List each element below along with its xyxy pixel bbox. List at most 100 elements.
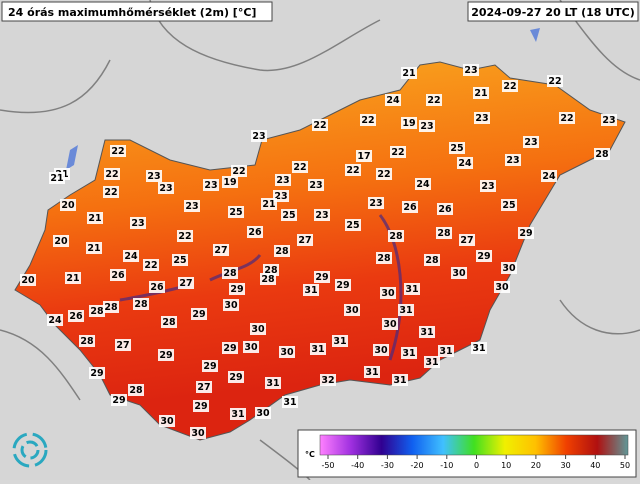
- station-value: 21: [87, 243, 100, 254]
- station-value: 21: [402, 68, 415, 79]
- station-value: 29: [159, 350, 172, 361]
- station-value: 30: [383, 319, 397, 330]
- legend-tick-label: -20: [411, 461, 424, 470]
- station-value: 23: [131, 218, 144, 229]
- station-value: 21: [50, 173, 63, 184]
- legend-unit: °C: [305, 450, 315, 459]
- station-box: [356, 150, 372, 162]
- station-box: [251, 130, 267, 142]
- station-value: 28: [90, 306, 104, 317]
- station-value: 31: [333, 336, 346, 347]
- station-value: 30: [160, 416, 174, 427]
- station-box: [360, 114, 376, 126]
- station-value: 32: [321, 375, 334, 386]
- station-value: 31: [365, 367, 378, 378]
- station-box: [457, 157, 473, 169]
- station-box: [143, 259, 159, 271]
- station-value: 24: [542, 171, 556, 182]
- station-value: 26: [438, 204, 452, 215]
- station-value: 31: [231, 409, 244, 420]
- station-box: [312, 119, 328, 131]
- station-box: [161, 316, 177, 328]
- station-box: [265, 377, 281, 389]
- station-value: 23: [481, 181, 494, 192]
- station-box: [297, 234, 313, 246]
- station-value: 31: [266, 378, 279, 389]
- station-box: [502, 80, 518, 92]
- station-value: 21: [474, 88, 487, 99]
- station-box: [401, 347, 417, 359]
- station-value: 31: [399, 305, 412, 316]
- station-value: 22: [346, 165, 359, 176]
- station-box: [459, 234, 475, 246]
- station-value: 23: [204, 180, 217, 191]
- station-value: 29: [519, 228, 532, 239]
- station-value: 22: [144, 260, 157, 271]
- station-value: 30: [280, 347, 294, 358]
- station-box: [178, 277, 194, 289]
- station-value: 29: [336, 280, 349, 291]
- station-box: [401, 67, 417, 79]
- legend-tick-label: 0: [474, 461, 479, 470]
- station-box: [473, 87, 489, 99]
- station-value: 22: [548, 76, 561, 87]
- station-value: 21: [88, 213, 101, 224]
- station-value: 31: [283, 397, 296, 408]
- station-box: [104, 168, 120, 180]
- station-box: [373, 344, 389, 356]
- station-value: 19: [402, 118, 415, 129]
- station-box: [255, 407, 271, 419]
- station-value: 29: [223, 343, 236, 354]
- station-value: 27: [460, 235, 473, 246]
- station-box: [49, 172, 65, 184]
- station-box: [437, 203, 453, 215]
- station-value: 27: [214, 245, 227, 256]
- station-value: 28: [223, 268, 237, 279]
- station-box: [172, 254, 188, 266]
- station-box: [228, 371, 244, 383]
- station-value: 20: [21, 275, 35, 286]
- station-value: 24: [48, 315, 62, 326]
- station-box: [424, 254, 440, 266]
- station-box: [281, 209, 297, 221]
- station-value: 22: [105, 169, 118, 180]
- station-value: 22: [391, 147, 404, 158]
- station-value: 28: [595, 149, 609, 160]
- station-box: [345, 219, 361, 231]
- station-box: [177, 230, 193, 242]
- station-box: [47, 314, 63, 326]
- station-value: 28: [104, 302, 118, 313]
- station-box: [184, 200, 200, 212]
- station-value: 22: [104, 187, 117, 198]
- station-box: [53, 235, 69, 247]
- time-box: [467, 1, 639, 22]
- station-value: 29: [194, 401, 207, 412]
- station-box: [310, 343, 326, 355]
- station-box: [494, 281, 510, 293]
- station-value: 28: [80, 336, 94, 347]
- station-box: [419, 120, 435, 132]
- station-box: [303, 284, 319, 296]
- station-box: [476, 250, 492, 262]
- station-box: [390, 146, 406, 158]
- legend-tick-label: 20: [531, 461, 541, 470]
- logo: [12, 432, 48, 468]
- station-box: [314, 271, 330, 283]
- station-box: [146, 170, 162, 182]
- station-value: 25: [450, 143, 463, 154]
- station-box: [449, 142, 465, 154]
- station-box: [65, 272, 81, 284]
- station-box: [402, 201, 418, 213]
- station-value: 25: [346, 220, 359, 231]
- legend-tick-label: 50: [620, 461, 630, 470]
- station-box: [203, 179, 219, 191]
- station-box: [335, 279, 351, 291]
- station-value: 23: [524, 137, 537, 148]
- station-box: [559, 112, 575, 124]
- station-box: [202, 360, 218, 372]
- station-value: 23: [420, 121, 433, 132]
- station-box: [282, 396, 298, 408]
- station-value: 22: [293, 162, 306, 173]
- station-box: [426, 94, 442, 106]
